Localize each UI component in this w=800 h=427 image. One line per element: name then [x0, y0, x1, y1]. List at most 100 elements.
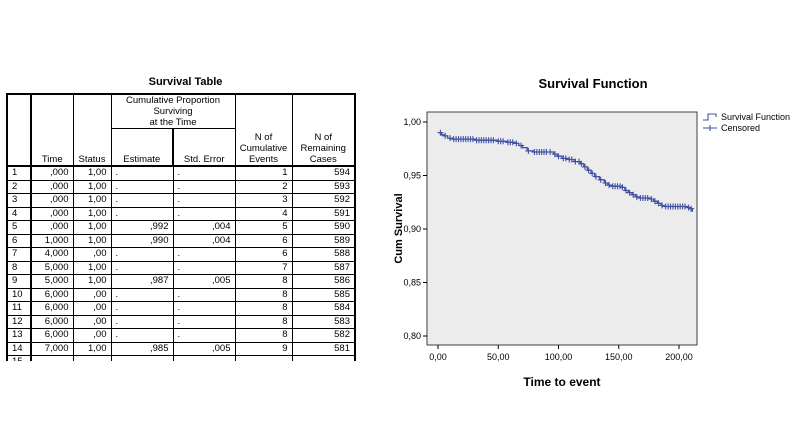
table-cell: 1,00 [72, 206, 112, 221]
table-cell: 2 [234, 179, 293, 194]
table-cell [30, 355, 74, 361]
table-cell: 6 [6, 233, 32, 248]
table-body: 1,000 1,00.. 1 594 2,000 1,00.. 2 593 3,000 1,00.… [6, 165, 356, 361]
table-row: 1,000 1,00.. 1 594 [6, 165, 356, 181]
legend-entry: Survival Function [703, 112, 790, 122]
x-tick-label: 100,00 [545, 352, 573, 362]
table-row: 7 4,000,00.. 6 588 [6, 247, 356, 262]
table-cell: 1,00 [72, 260, 112, 275]
table-row: 5,000 1,00,992,004 5 590 [6, 220, 356, 235]
table-cell: 8 [6, 260, 32, 275]
table-cell: . [110, 328, 174, 343]
table-cell: ,992 [110, 220, 174, 235]
table-cell: ,00 [72, 287, 112, 302]
col-header-n-events: N of Cumulative Events [234, 93, 293, 167]
table-cell: 593 [291, 179, 356, 194]
table-cell: 3 [234, 193, 293, 208]
table-row: 4,000 1,00.. 4 591 [6, 206, 356, 221]
table-cell: 4 [6, 206, 32, 221]
table-cell: 586 [291, 274, 356, 289]
table-cell: 592 [291, 193, 356, 208]
table-cell: 1,00 [72, 179, 112, 194]
table-cell: . [110, 247, 174, 262]
table-cell: 9 [234, 341, 293, 356]
table-cell: 594 [291, 165, 356, 181]
col-header-n-remaining: N of Remaining Cases [291, 93, 356, 167]
table-cell: 3 [6, 193, 32, 208]
table-cell: 12 [6, 314, 32, 329]
table-cell: 10 [6, 287, 32, 302]
y-axis-label: Cum Survival [393, 193, 405, 263]
table-cell: . [172, 179, 236, 194]
table-cell: 2 [6, 179, 32, 194]
table-cell: 7 [6, 247, 32, 262]
table-cell: 587 [291, 260, 356, 275]
table-cell: . [110, 287, 174, 302]
chart-title: Survival Function [538, 76, 648, 91]
legend-label: Survival Function [721, 112, 790, 122]
table-cell: . [110, 193, 174, 208]
table-cell: . [110, 165, 174, 181]
x-tick-label: 0,00 [429, 352, 447, 362]
table-cell: 6 [234, 233, 293, 248]
table-cell: ,004 [172, 220, 236, 235]
table-cell: 14 [6, 341, 32, 356]
step-line-icon [703, 113, 717, 121]
table-row: 3,000 1,00.. 3 592 [6, 193, 356, 208]
table-cell: 581 [291, 341, 356, 356]
table-cell: 4,000 [30, 247, 74, 262]
table-cell: 6,000 [30, 301, 74, 316]
table-cell: ,000 [30, 220, 74, 235]
table-cell: . [110, 260, 174, 275]
table-cell: 584 [291, 301, 356, 316]
table-cell [72, 355, 112, 361]
table-cell: ,990 [110, 233, 174, 248]
table-cell: 1,00 [72, 220, 112, 235]
table-cell: 1,000 [30, 233, 74, 248]
table-cell: 7,000 [30, 341, 74, 356]
table-cell: ,985 [110, 341, 174, 356]
table-cell: 11 [6, 301, 32, 316]
table-cell: ,00 [72, 247, 112, 262]
table-cell: . [172, 165, 236, 181]
table-cell: 5,000 [30, 260, 74, 275]
survival-table: Time Status Cumulative Proportion Surviv… [6, 93, 356, 361]
col-header-estimate: Estimate [110, 128, 174, 167]
y-tick-label: 0,95 [403, 171, 421, 181]
table-cell: ,004 [172, 233, 236, 248]
survival-table-block: Time Status Cumulative Proportion Surviv… [6, 93, 375, 361]
y-tick-label: 1,00 [403, 117, 421, 127]
table-cell: ,00 [72, 328, 112, 343]
table-cell: . [172, 314, 236, 329]
table-cell: 1,00 [72, 165, 112, 181]
plot-area [426, 111, 698, 346]
table-row: 10 6,000,00.. 8 585 [6, 287, 356, 302]
legend-label: Censored [721, 123, 760, 133]
table-cell: 6 [234, 247, 293, 262]
table-cell: 1 [234, 165, 293, 181]
table-cell: . [172, 206, 236, 221]
table-cell: 590 [291, 220, 356, 235]
censored-markers [437, 129, 695, 212]
y-tick-label: 0,80 [403, 331, 421, 341]
y-tick-label: 0,85 [403, 278, 421, 288]
table-cell: . [172, 247, 236, 262]
table-cell: 8 [234, 314, 293, 329]
table-cell: 8 [234, 328, 293, 343]
table-cell: . [172, 260, 236, 275]
y-tick-label: 0,90 [403, 224, 421, 234]
cps-line1: Cumulative Proportion Surviving [126, 95, 220, 117]
table-cell: 1,00 [72, 274, 112, 289]
table-row: 15 [6, 355, 356, 361]
table-row: 6 1,000 1,00,990,004 6 589 [6, 233, 356, 248]
table-cell: 588 [291, 247, 356, 262]
table-cell: ,00 [72, 301, 112, 316]
survival-chart-block: Survival Function 1,00 0,95 0,90 0,85 0,80 0,… [390, 64, 796, 414]
table-row: 9 5,000 1,00,987,005 8 586 [6, 274, 356, 289]
table-cell: 6,000 [30, 328, 74, 343]
table-cell: 9 [6, 274, 32, 289]
table-cell: . [110, 179, 174, 194]
table-cell [172, 355, 236, 361]
